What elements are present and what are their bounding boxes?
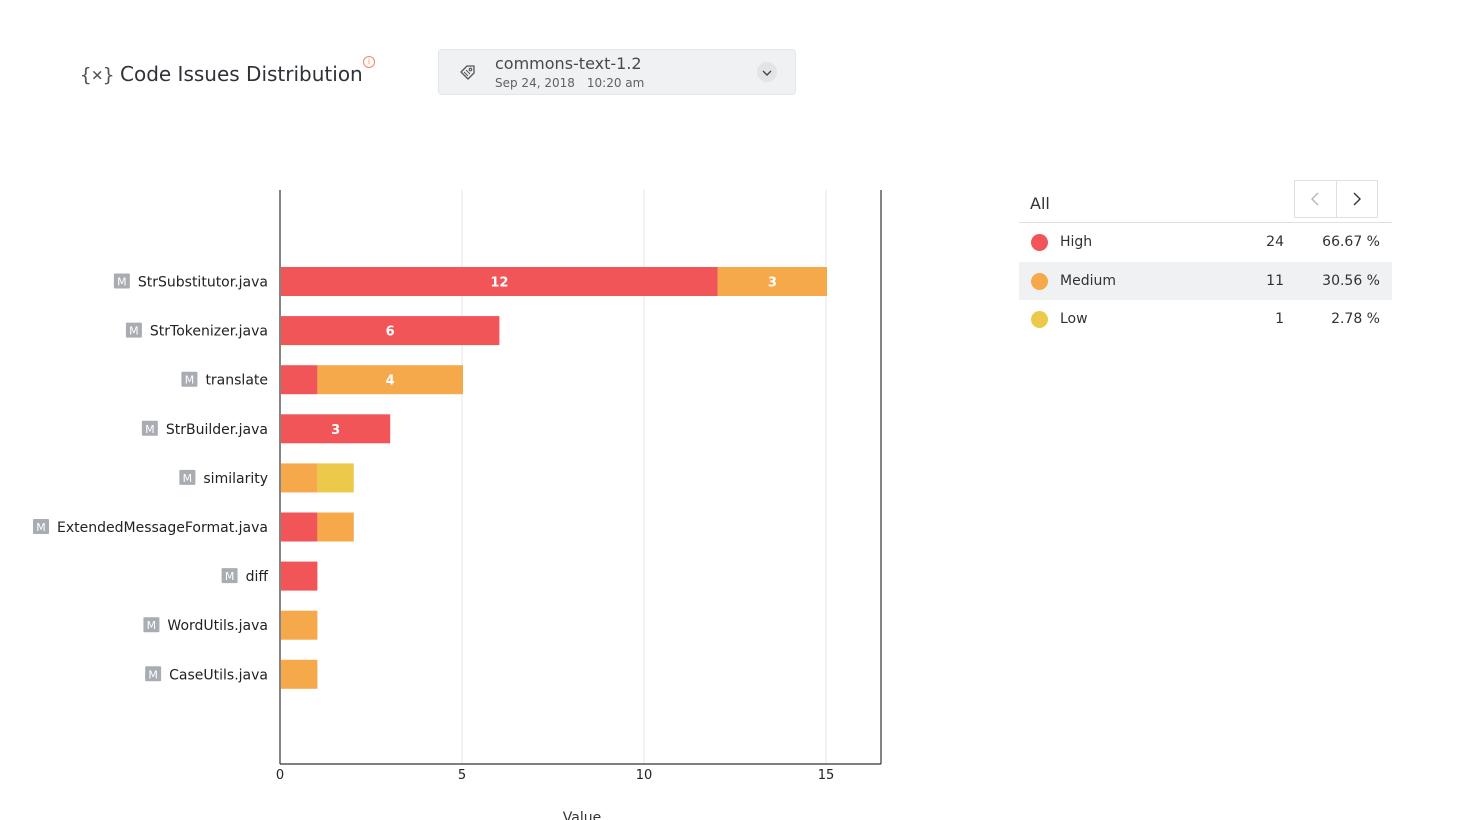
legend-label: Low [1060, 311, 1088, 327]
legend-header: All [1019, 180, 1392, 223]
legend-row-medium[interactable]: Medium 11 30.56 % [1019, 261, 1392, 300]
bar-medium [281, 610, 318, 640]
module-badge-letter: M [117, 276, 127, 289]
legend-row-high[interactable]: High 24 66.67 % [1019, 223, 1392, 262]
version-date-text: Sep 24, 2018 [495, 76, 575, 90]
bar-high [281, 316, 500, 346]
module-badge [125, 322, 142, 338]
module-badge [113, 273, 130, 289]
bar-data-label: 3 [331, 423, 340, 438]
y-tick-label: similarity [203, 471, 268, 487]
module-badge [181, 371, 198, 387]
legend-count: 1 [1275, 311, 1284, 327]
module-badge [221, 568, 238, 584]
y-tick-label: diff [246, 569, 269, 585]
y-tick-label: CaseUtils.java [169, 667, 268, 683]
bar-high [281, 414, 391, 444]
module-badge [33, 519, 50, 534]
version-select[interactable]: commons-text-1.2 Sep 24, 2018 10:20 am [438, 49, 796, 95]
bar-high [281, 267, 718, 296]
bar-medium [717, 267, 827, 296]
x-tick-label: 15 [818, 768, 835, 783]
version-time: 10:20 am [586, 76, 645, 90]
legend-row-low[interactable]: Low 1 2.78 % [1019, 300, 1392, 339]
y-tick-label: ExtendedMessageFormat.java [57, 520, 268, 536]
bar-chart: 0 5 10 15 Value 12 3 StrSubstitutor.java M 6 StrTo… [33, 190, 882, 820]
bar-medium [281, 659, 318, 689]
y-tick-label: WordUtils.java [167, 618, 268, 634]
variable-icon: {×} [80, 64, 115, 86]
next-page-button[interactable] [1335, 181, 1378, 217]
legend-percent: 66.67 % [1322, 234, 1380, 250]
legend-dot-medium [1031, 272, 1048, 290]
tag-icon [459, 64, 477, 84]
chevron-right-icon [1353, 192, 1361, 206]
x-tick-label: 10 [636, 768, 653, 783]
module-badge-letter: M [185, 374, 195, 387]
legend-filter-all[interactable]: All [1030, 194, 1050, 213]
module-badge-letter: M [147, 619, 157, 632]
bar-medium [317, 365, 463, 395]
module-badge-letter: M [145, 423, 155, 436]
bar-data-label: 3 [768, 276, 777, 291]
module-badge [145, 666, 162, 682]
chevron-down-icon[interactable] [757, 62, 777, 82]
module-badge [179, 469, 196, 485]
bar-data-label: 6 [386, 325, 395, 340]
legend-label: Medium [1060, 272, 1116, 289]
y-tick-label: StrSubstitutor.java [138, 275, 268, 291]
y-tick-label: StrTokenizer.java [150, 324, 268, 340]
module-badge-letter: M [148, 668, 158, 681]
x-tick-label: 0 [276, 768, 284, 783]
bar-low [317, 463, 354, 493]
legend-percent: 2.78 % [1331, 311, 1380, 327]
legend-dot-high [1031, 234, 1048, 251]
chevron-left-icon [1311, 192, 1319, 206]
y-tick-label: translate [205, 373, 268, 389]
bar-data-label: 4 [386, 374, 395, 389]
module-badge-letter: M [129, 325, 139, 338]
module-badge-letter: M [225, 570, 235, 583]
version-name: commons-text-1.2 [495, 54, 642, 73]
legend-pager [1294, 180, 1378, 218]
legend-count: 24 [1266, 234, 1284, 250]
legend-dot-low [1031, 311, 1048, 328]
bar-medium [281, 463, 318, 493]
legend-label: High [1060, 234, 1093, 250]
bar-medium [317, 512, 354, 542]
x-tick-label: 5 [458, 768, 466, 783]
page-title: Code Issues Distribution [120, 62, 363, 86]
module-badge-letter: M [183, 472, 193, 485]
x-axis-label: Value [563, 810, 601, 820]
bar-high [281, 365, 318, 395]
bar-high [281, 561, 318, 591]
bar-high [281, 512, 318, 542]
legend-percent: 30.56 % [1322, 272, 1380, 289]
y-tick-label: StrBuilder.java [166, 422, 268, 438]
module-badge [143, 617, 160, 633]
legend-count: 11 [1266, 272, 1284, 289]
legend-panel: All High 24 66.67 % Medium 11 30.56 % Lo… [1019, 180, 1392, 339]
info-icon[interactable]: i [363, 56, 375, 68]
prev-page-button[interactable] [1295, 181, 1336, 217]
module-badge-letter: M [36, 521, 46, 534]
version-date: Sep 24, 2018 10:20 am [495, 76, 644, 90]
bar-data-label: 12 [490, 276, 508, 291]
module-badge [141, 420, 158, 436]
